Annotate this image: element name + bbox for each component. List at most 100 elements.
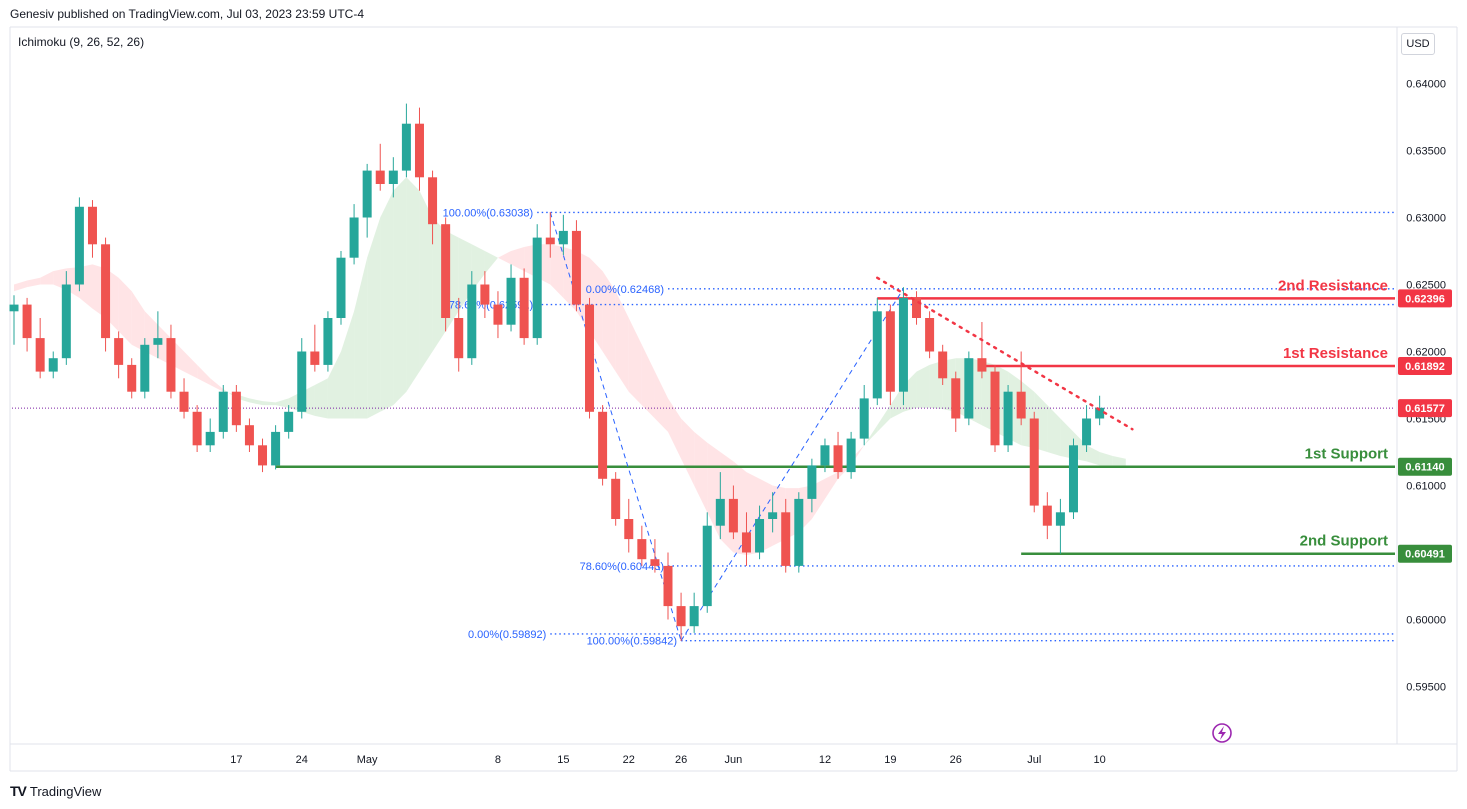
time-tick-label: 8 (495, 754, 501, 766)
cloud-segment (354, 257, 368, 419)
candle-body (61, 284, 71, 359)
currency-button[interactable]: USD (1401, 33, 1435, 55)
candle-body (990, 371, 1000, 446)
candle-body (820, 445, 830, 466)
candle-body (114, 338, 124, 365)
candle-body (545, 237, 555, 245)
candle-body (258, 445, 268, 466)
publish-info: Genesiv published on TradingView.com, Ju… (10, 7, 364, 21)
price-axis[interactable]: 0.64000 0.63500 0.63000 0.62500 0.62000 0.615… (1406, 79, 1446, 694)
candle-body (925, 318, 935, 352)
candle-body (977, 358, 987, 372)
cloud-segment (550, 244, 564, 298)
candle-body (35, 338, 45, 372)
support-name-label: 1st Support (1305, 446, 1388, 463)
candle-body (284, 411, 294, 432)
time-tick-label: 24 (296, 754, 308, 766)
cloud-segment (654, 371, 668, 432)
support-price-text: 0.60491 (1405, 549, 1445, 561)
cloud-segment (851, 445, 865, 466)
cloud-segment (628, 318, 642, 406)
support-price-tag (1398, 457, 1452, 476)
resistance-price-tag (1398, 289, 1452, 308)
footer-brand[interactable]: TV TradingView (10, 783, 101, 799)
candle-body (598, 411, 608, 479)
candle-body (310, 351, 320, 365)
price-tick-label: 0.63000 (1406, 213, 1446, 225)
candle-body (74, 206, 84, 285)
candle-body (454, 318, 464, 359)
cloud-segment (471, 244, 485, 292)
fib-level-label: 0.00%(0.59892) (468, 629, 546, 641)
candle-body (794, 498, 804, 566)
candle-body (271, 431, 281, 466)
cloud-segment (1086, 445, 1100, 466)
candle-body (127, 364, 137, 392)
candle-body (1016, 391, 1026, 419)
candle-body (846, 438, 856, 473)
candle-body (179, 391, 189, 412)
candle-body (493, 304, 503, 325)
time-tick-label: May (357, 754, 378, 766)
candle-body (87, 206, 97, 245)
ichimoku-cloud (14, 177, 1126, 556)
candle-body (898, 297, 908, 392)
cloud-segment (40, 271, 54, 285)
cloud-segment (890, 385, 904, 419)
cloud-segment (380, 190, 394, 412)
candle-body (585, 304, 595, 412)
candle-body (414, 123, 424, 178)
candle-body (650, 559, 660, 566)
candle-body (218, 391, 228, 432)
time-axis[interactable]: 17 24 May 8 15 22 26 Jun 12 19 26 Jul 10 (230, 754, 1106, 766)
time-tick-label: Jul (1027, 754, 1041, 766)
candle-body (611, 478, 621, 519)
cloud-segment (484, 251, 498, 274)
candle-body (192, 411, 202, 446)
tradingview-logo-icon: TV (10, 783, 27, 799)
candle-body (558, 230, 568, 245)
fib-swing-line (680, 288, 904, 641)
candle-body (741, 532, 751, 553)
cloud-segment (275, 398, 289, 408)
cloud-segment (14, 280, 28, 292)
current-price-text: 0.61577 (1405, 403, 1445, 415)
candle-body (480, 284, 490, 305)
cloud-segment (602, 271, 616, 372)
lightning-icon[interactable] (1212, 723, 1232, 743)
candle-body (1095, 407, 1105, 419)
cloud-segment (864, 425, 878, 446)
candle-body (362, 170, 372, 218)
cloud-segment (223, 389, 237, 399)
cloud-segment (1099, 452, 1113, 466)
fib-level-label: 100.00%(0.63038) (443, 207, 534, 219)
candle-body (467, 284, 477, 359)
price-tick-label: 0.61000 (1406, 481, 1446, 493)
candle-body (715, 498, 725, 526)
cloud-segment (824, 472, 839, 499)
candle-body (1055, 512, 1065, 526)
price-tick-label: 0.62500 (1406, 280, 1446, 292)
cloud-segment (1047, 405, 1061, 457)
current-price-tag (1398, 399, 1452, 418)
cloud-segment (118, 277, 132, 345)
cloud-segment (1112, 456, 1126, 466)
indicator-label[interactable]: Ichimoku (9, 26, 52, 26) (18, 35, 145, 49)
candle-body (349, 217, 359, 258)
candle-body (1003, 391, 1013, 446)
candle-body (951, 378, 961, 419)
candle-body (297, 351, 307, 412)
price-tick-label: 0.64000 (1406, 79, 1446, 91)
candle-body (48, 358, 58, 372)
candle-body (728, 498, 738, 533)
cloud-segment (668, 398, 682, 459)
candle-body (702, 525, 712, 607)
candle-body (1029, 418, 1039, 506)
candle-body (637, 539, 647, 560)
price-tick-label: 0.60000 (1406, 615, 1446, 627)
resistance-price-tag (1398, 356, 1452, 375)
candle-body (205, 431, 215, 446)
price-tick-label: 0.63500 (1406, 146, 1446, 158)
candle-body (781, 512, 791, 566)
